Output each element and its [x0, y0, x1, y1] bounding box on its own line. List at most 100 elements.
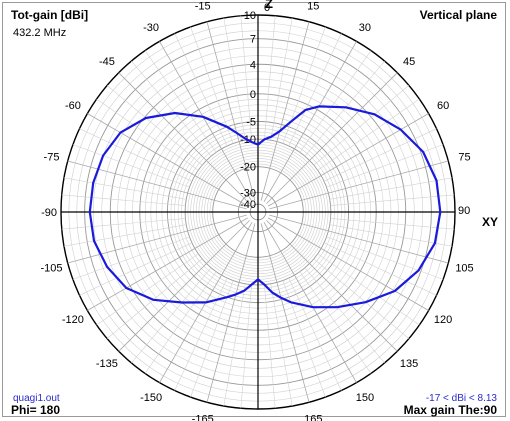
angle-tick-label: -120 [62, 314, 84, 326]
grid-spoke-minor [304, 267, 385, 364]
grid-spoke [159, 41, 253, 202]
grid-spoke-minor [223, 283, 246, 407]
grid-spoke-minor [96, 253, 199, 326]
angle-tick-label: 0 [264, 2, 270, 14]
phi-label: Phi= 180 [11, 403, 61, 417]
grid-spoke-minor [326, 144, 444, 188]
grid-spoke-minor [329, 224, 453, 247]
angle-tick-label: -135 [96, 358, 118, 370]
plane-label: Vertical plane [419, 8, 497, 22]
grid-spoke-minor [288, 277, 342, 391]
grid-spoke [206, 223, 256, 403]
grid-spoke-minor [304, 60, 385, 157]
radial-tick-label: 4 [250, 59, 256, 71]
frequency-label: 432.2 MHz [13, 27, 67, 39]
grid-spoke-minor [79, 128, 193, 182]
angle-tick-label: -90 [41, 207, 57, 219]
radial-tick-label: -20 [240, 162, 256, 174]
grid-spoke [263, 222, 357, 383]
angle-tick-label: 60 [437, 100, 449, 112]
radial-tick-label: -30 [240, 187, 256, 199]
grid-spoke-minor [329, 177, 453, 200]
angle-tick-label: 15 [307, 1, 319, 13]
grid-spoke-minor [264, 15, 276, 140]
angle-tick-label: -45 [99, 56, 115, 68]
grid-spoke [206, 21, 256, 201]
radial-tick-label: 0 [250, 89, 256, 101]
grid-spoke-minor [144, 50, 217, 153]
grid-spoke-minor [63, 224, 187, 247]
grid-spoke-minor [270, 17, 293, 141]
chart-title: Tot-gain [dBi] [11, 8, 89, 22]
grid-spoke-minor [299, 271, 372, 374]
grid-spoke-minor [174, 33, 228, 147]
grid-spoke-minor [61, 218, 186, 230]
grid-spoke-minor [330, 218, 455, 230]
angle-tick-label: 135 [400, 358, 418, 370]
angle-tick-label: 120 [434, 314, 452, 326]
z-axis-label: Z [265, 0, 273, 11]
gain-range-label: -17 < dBi < 8.13 [425, 393, 497, 404]
angle-tick-label: 45 [403, 56, 415, 68]
plot-frame: Tot-gain [dBi] 432.2 MHz Vertical plane … [2, 2, 506, 417]
file-name-label: quagi1.out [13, 393, 60, 404]
grid-spoke [87, 113, 248, 207]
grid-spoke [268, 217, 429, 311]
gain-pattern-line [88, 105, 442, 309]
angle-tick-label: -60 [65, 100, 81, 112]
angle-tick-label: -75 [44, 152, 60, 164]
angle-tick-label: 165 [304, 414, 322, 421]
grid-spoke-minor [61, 194, 186, 206]
grid-spoke-minor [190, 26, 234, 144]
grid-spoke [260, 223, 310, 403]
radial-tick-label: -5 [246, 116, 256, 128]
grid-spoke-minor [131, 60, 212, 157]
grid-spoke-minor [72, 144, 190, 188]
angle-tick-label: -105 [40, 262, 62, 274]
grid-spoke-minor [317, 253, 420, 326]
angle-tick-label: -150 [140, 392, 162, 404]
grid-spoke-minor [317, 98, 420, 171]
radial-tick-label: -40 [240, 199, 256, 211]
angle-tick-label: 150 [356, 392, 374, 404]
grid-spoke-minor [106, 85, 203, 166]
grid-spoke [269, 214, 449, 264]
grid-spoke [263, 41, 357, 202]
radial-tick-label: 7 [250, 34, 256, 46]
angle-tick-label: 75 [458, 152, 470, 164]
grid-spoke [87, 217, 248, 311]
grid-spoke-minor [323, 242, 437, 296]
max-gain-label: Max gain The:90 [403, 403, 497, 417]
grid-spoke-minor [79, 242, 193, 296]
angle-tick-label: -15 [195, 1, 211, 13]
angle-tick-label: 30 [359, 22, 371, 34]
grid-spoke-minor [72, 236, 190, 280]
grid-spoke-minor [223, 17, 246, 141]
grid-spoke-minor [240, 15, 252, 140]
grid-spoke-minor [313, 85, 410, 166]
angle-tick-label: -165 [192, 414, 214, 421]
grid-spoke [268, 113, 429, 207]
grid-spoke [67, 214, 247, 264]
grid-spoke-minor [326, 236, 444, 280]
grid-spoke-minor [174, 277, 228, 391]
grid-spoke [269, 160, 449, 210]
grid-spoke [118, 220, 250, 352]
grid-spoke-minor [282, 26, 326, 144]
angle-tick-label: 90 [458, 205, 470, 217]
grid-spoke-minor [270, 283, 293, 407]
grid-spoke-minor [288, 33, 342, 147]
grid-spoke-minor [282, 280, 326, 398]
grid-spoke-minor [144, 271, 217, 374]
grid-spoke [266, 220, 398, 352]
grid-spoke-minor [240, 284, 252, 409]
grid-spoke-minor [63, 177, 187, 200]
grid-spoke-minor [131, 267, 212, 364]
xy-axis-label: XY [482, 215, 498, 229]
grid-spoke [118, 72, 250, 204]
grid-spoke-minor [190, 280, 234, 398]
grid-spoke-minor [323, 128, 437, 182]
grid-spoke-minor [106, 258, 203, 339]
grid-spoke-minor [330, 194, 455, 206]
